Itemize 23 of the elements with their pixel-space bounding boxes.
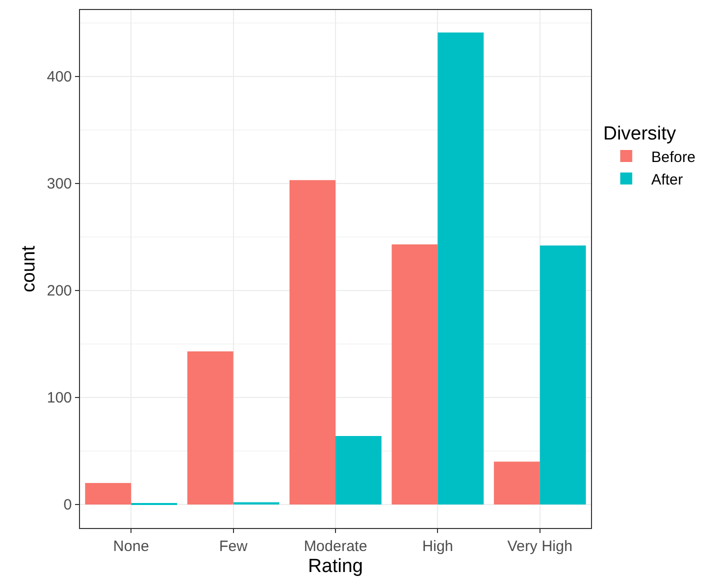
legend-label: After: [651, 171, 683, 188]
x-axis-title: Rating: [308, 556, 363, 577]
bar: [187, 351, 234, 504]
y-tick-label: 400: [46, 68, 72, 86]
bar: [290, 180, 336, 504]
y-tick-label: 200: [46, 282, 72, 300]
y-axis-title: count: [18, 245, 40, 292]
x-tick-label: Few: [219, 538, 248, 556]
y-tick-label: 300: [46, 176, 72, 193]
x-tick-label: None: [113, 538, 150, 556]
bar: [540, 245, 586, 504]
bar: [392, 244, 438, 504]
x-tick-label: Moderate: [304, 538, 368, 556]
x-tick-label: Very High: [507, 538, 572, 556]
bar: [438, 32, 484, 504]
legend-title: Diversity: [603, 124, 677, 145]
bar: [336, 436, 382, 504]
bar: [85, 483, 132, 504]
y-tick-label: 100: [46, 390, 72, 407]
legend-label: Before: [651, 148, 696, 166]
x-tick-label: High: [422, 538, 454, 556]
y-tick-label: 0: [64, 496, 72, 514]
bar: [494, 462, 540, 504]
